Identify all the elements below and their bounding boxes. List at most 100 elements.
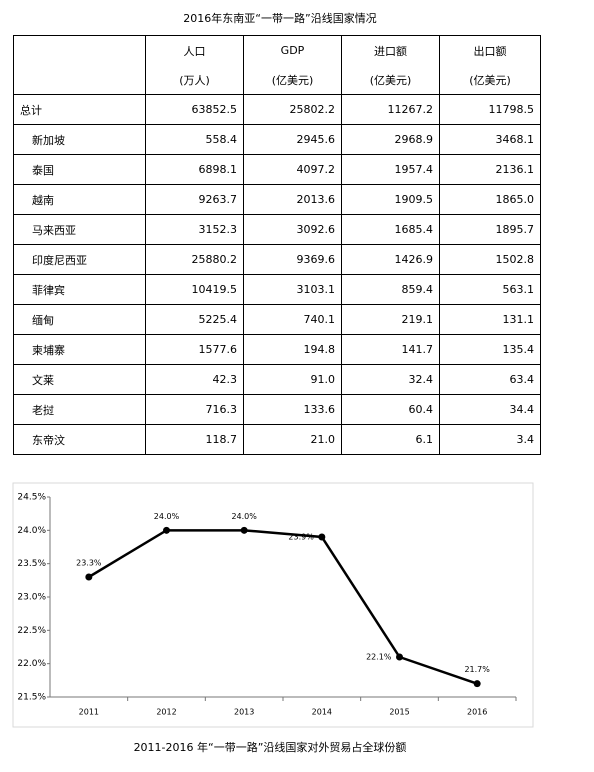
column-header: 进口额 [341,35,440,65]
cell-value: 11267.2 [341,94,440,125]
row-label: 印度尼西亚 [13,244,146,275]
cell-value: 6898.1 [145,154,244,185]
cell-value: 118.7 [145,424,244,455]
cell-value: 34.4 [439,394,541,425]
table-row: 文莱 42.3 91.0 32.4 63.4 [13,364,541,395]
cell-value: 9369.6 [243,244,342,275]
y-tick-label: 21.5% [17,693,46,703]
cell-value: 2013.6 [243,184,342,215]
cell-value: 3.4 [439,424,541,455]
point [85,573,93,581]
x-tick-label: 2011 [79,708,99,717]
line [88,529,478,685]
cell-value: 6.1 [341,424,440,455]
table-row: 印度尼西亚 25880.2 9369.6 1426.9 1502.8 [13,244,541,275]
corner-cell [13,35,146,65]
table-row: 菲律宾 10419.5 3103.1 859.4 563.1 [13,274,541,305]
cell-value: 2136.1 [439,154,541,185]
cell-value: 194.8 [243,334,342,365]
cell-value: 32.4 [341,364,440,395]
row-label: 马来西亚 [13,214,146,245]
cell-value: 42.3 [145,364,244,395]
row-label: 老挝 [13,394,146,425]
column-header: (亿美元) [243,65,342,95]
cell-value: 3152.3 [145,214,244,245]
cell-value: 9263.7 [145,184,244,215]
cell-value: 716.3 [145,394,244,425]
cell-value: 5225.4 [145,304,244,335]
cell-value: 63.4 [439,364,541,395]
table-row: 总计 63852.5 25802.2 11267.2 11798.5 [13,94,541,125]
table-row: 老挝 716.3 133.6 60.4 34.4 [13,394,541,425]
header-row: 人口 GDP 进口额 出口额 [13,35,541,65]
cell-value: 859.4 [341,274,440,305]
table-row: 马来西亚 3152.3 3092.6 1685.4 1895.7 [13,214,541,245]
x-tick-label: 2016 [467,708,487,717]
row-label: 新加坡 [13,124,146,155]
column-header: 人口 [145,35,244,65]
y-tick-label: 24.5% [17,493,46,503]
cell-value: 1909.5 [341,184,440,215]
row-label: 泰国 [13,154,146,185]
point [318,533,326,541]
table-row: 东帝汶 118.7 21.0 6.1 3.4 [13,424,541,455]
y-tick-label: 23.0% [17,593,46,603]
cell-value: 219.1 [341,304,440,335]
data-label: 22.1% [366,653,392,662]
row-label: 柬埔寨 [13,334,146,365]
cell-value: 1502.8 [439,244,541,275]
table-row: 缅甸 5225.4 740.1 219.1 131.1 [13,304,541,335]
cell-value: 1685.4 [341,214,440,245]
cell-value: 91.0 [243,364,342,395]
table-row: 泰国 6898.1 4097.2 1957.4 2136.1 [13,154,541,185]
chart: 2011-2016 年“一带一路”沿线国家对外贸易占全球份额 21.5% 22.0… [12,482,534,754]
cell-value: 3468.1 [439,124,541,155]
cell-value: 3103.1 [243,274,342,305]
data-label: 21.7% [464,665,490,674]
y-tick-label: 23.5% [17,559,46,569]
chart-title: 2011-2016 年“一带一路”沿线国家对外贸易占全球份额 [134,740,407,754]
column-header: (万人) [145,65,244,95]
cell-value: 2945.6 [243,124,342,155]
point [240,526,248,534]
point [473,680,481,688]
cell-value: 1577.6 [145,334,244,365]
x-tick-label: 2015 [389,708,409,717]
point [396,653,403,661]
cell-value: 141.7 [341,334,440,365]
cell-value: 3092.6 [243,214,342,245]
x-tick-label: 2012 [156,708,176,717]
table-title: 2016年东南亚“一带一路”沿线国家情况 [183,12,377,25]
column-header: 出口额 [439,35,541,65]
cell-value: 1895.7 [439,214,541,245]
row-label: 越南 [13,184,146,215]
column-header: (亿美元) [341,65,440,95]
cell-value: 740.1 [243,304,342,335]
column-header: GDP [243,35,342,65]
table-row: 新加坡 558.4 2945.6 2968.9 3468.1 [13,124,541,155]
cell-value: 135.4 [439,334,541,365]
x-tick-label: 2013 [234,708,254,717]
table-row: 柬埔寨 1577.6 194.8 141.7 135.4 [13,334,541,365]
header-row: (万人) (亿美元) (亿美元) (亿美元) [13,65,541,95]
y-tick-label: 24.0% [17,526,46,536]
cell-value: 558.4 [145,124,244,155]
cell-value: 10419.5 [145,274,244,305]
cell-value: 11798.5 [439,94,541,125]
data-label: 23.3% [76,559,102,568]
y-tick-label: 22.5% [17,626,46,636]
chart-frame [12,482,534,728]
data-label: 24.0% [154,512,180,521]
cell-value: 63852.5 [145,94,244,125]
row-label: 缅甸 [13,304,146,335]
y-tick-label: 22.0% [17,659,46,669]
row-label: 东帝汶 [13,424,146,455]
data-label: 24.0% [231,512,257,521]
cell-value: 25802.2 [243,94,342,125]
table-row: 越南 9263.7 2013.6 1909.5 1865.0 [13,184,541,215]
point [163,526,170,534]
row-label: 文莱 [13,364,146,395]
cell-value: 133.6 [243,394,342,425]
data-label: 23.9% [288,533,314,542]
